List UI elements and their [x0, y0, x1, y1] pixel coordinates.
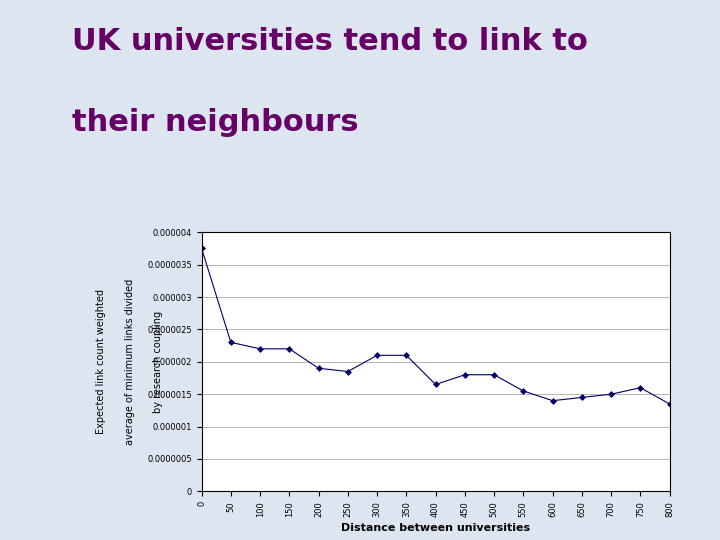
Text: average of minimum links divided: average of minimum links divided [125, 279, 135, 445]
Text: their neighbours: their neighbours [72, 108, 359, 137]
Text: by research coupling: by research coupling [153, 310, 163, 413]
Text: UK universities tend to link to: UK universities tend to link to [72, 27, 588, 56]
X-axis label: Distance between universities: Distance between universities [341, 523, 530, 532]
Text: Expected link count weighted: Expected link count weighted [96, 289, 106, 434]
